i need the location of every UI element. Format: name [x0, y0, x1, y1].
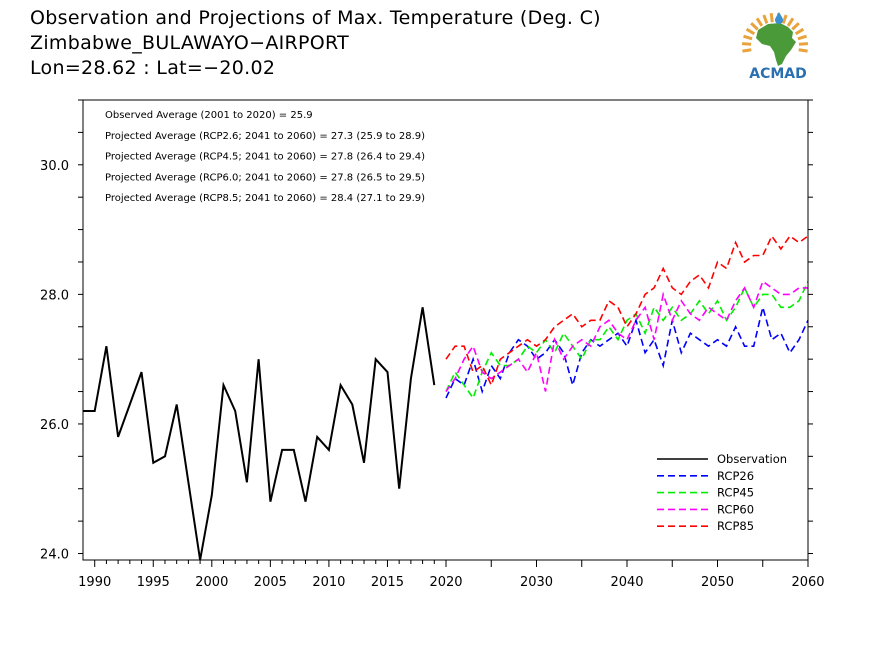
acmad-logo: ACMAD	[738, 8, 818, 84]
average-annotation: Projected Average (RCP8.5; 2041 to 2060)…	[105, 193, 425, 204]
x-tick-label: 2010	[312, 575, 345, 590]
africa-map-logo-icon: ACMAD	[741, 12, 809, 82]
series-line-rcp85	[445, 234, 809, 388]
legend-label: RCP60	[717, 502, 754, 516]
y-tick-label: 30.0	[40, 159, 69, 174]
legend: Observation RCP26 RCP45 RCP60 RCP85	[657, 452, 787, 533]
average-annotation: Projected Average (RCP4.5; 2041 to 2060)…	[105, 152, 425, 163]
average-annotation: Projected Average (RCP6.0; 2041 to 2060)…	[105, 172, 425, 183]
sun-ray	[762, 14, 769, 24]
sun-ray	[769, 13, 774, 23]
x-tick-label: 2050	[701, 575, 734, 590]
x-axis-labels: 1990 1995 2000 2005 2010 2015 2020 2030 2040 2050…	[78, 575, 824, 590]
legend-label: RCP85	[717, 519, 754, 533]
x-tick-label: 2040	[610, 575, 643, 590]
x-tick-label: 1995	[137, 575, 170, 590]
sun-ray	[798, 48, 808, 53]
water-drop-icon	[775, 12, 783, 24]
sun-ray	[794, 27, 805, 36]
sun-ray	[781, 14, 788, 24]
sun-ray	[755, 17, 764, 27]
station-coordinates: Lon=28.62 : Lat=−20.02	[30, 57, 276, 79]
plot-series	[83, 234, 809, 561]
sun-ray	[745, 27, 756, 36]
x-tick-label: 2005	[254, 575, 287, 590]
x-tick-label: 2020	[429, 575, 462, 590]
sun-ray	[743, 34, 753, 41]
sun-ray	[797, 34, 807, 41]
x-tick-label: 1990	[78, 575, 111, 590]
station-name: Zimbabwe_BULAWAYO−AIRPORT	[30, 32, 350, 54]
axis-ticks	[78, 99, 813, 567]
y-tick-label: 26.0	[40, 418, 69, 433]
sun-ray	[798, 42, 809, 46]
series-line-observation	[83, 307, 436, 561]
x-tick-label: 2060	[791, 575, 824, 590]
y-tick-label: 28.0	[40, 288, 69, 303]
x-tick-label: 2000	[195, 575, 228, 590]
x-tick-label: 2030	[520, 575, 553, 590]
sun-ray	[742, 48, 752, 53]
chart-title: Observation and Projections of Max. Temp…	[30, 7, 601, 29]
sun-ray	[741, 42, 752, 46]
y-axis-labels: 24.0 26.0 28.0 30.0	[40, 159, 69, 563]
average-annotation: Observed Average (2001 to 2020) = 25.9	[105, 110, 313, 121]
plot-frame	[82, 99, 809, 561]
series-line-rcp26	[445, 307, 809, 399]
x-tick-label: 2015	[371, 575, 404, 590]
africa-shape-icon	[756, 23, 796, 66]
y-tick-label: 24.0	[40, 548, 69, 563]
sun-ray	[791, 22, 800, 31]
series-line-rcp60	[445, 280, 808, 392]
average-annotation: Projected Average (RCP2.6; 2041 to 2060)…	[105, 131, 425, 142]
series-line-rcp45	[445, 281, 809, 400]
legend-label: RCP26	[717, 469, 754, 483]
sun-ray	[750, 22, 759, 31]
legend-label: Observation	[717, 452, 787, 466]
acmad-logo-text: ACMAD	[749, 66, 807, 82]
sun-ray	[786, 17, 795, 27]
legend-label: RCP45	[717, 486, 754, 500]
average-annotations: Observed Average (2001 to 2020) = 25.9 Pr…	[105, 110, 425, 204]
